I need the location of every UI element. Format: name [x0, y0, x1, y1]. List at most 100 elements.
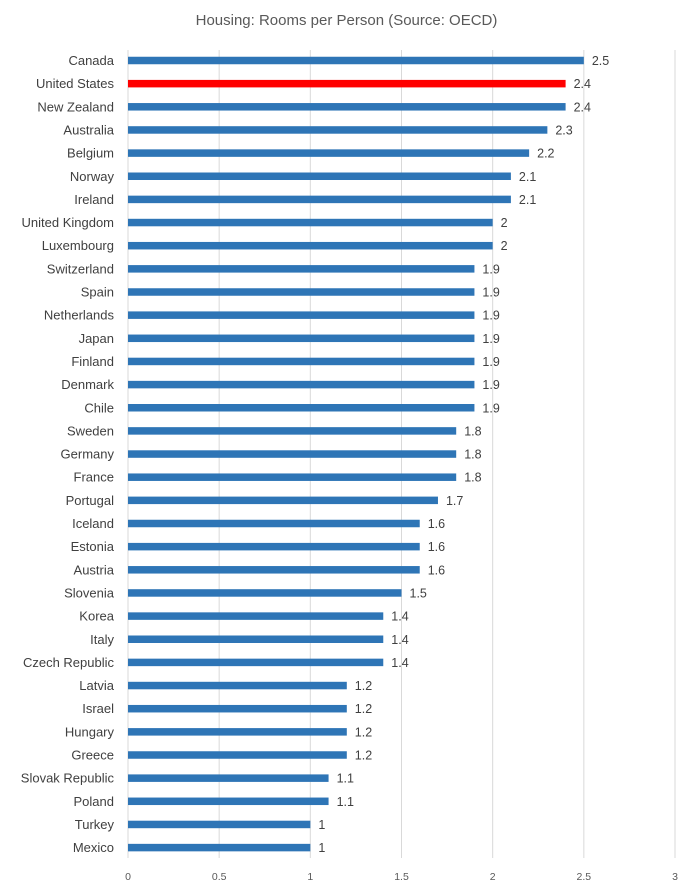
bar — [128, 589, 402, 597]
data-label: 2.3 — [555, 123, 572, 137]
data-label: 1.8 — [464, 424, 481, 438]
data-label: 1.6 — [428, 517, 445, 531]
bar — [128, 635, 384, 643]
category-label: Germany — [61, 447, 115, 462]
bar — [128, 450, 457, 458]
bar — [128, 704, 347, 713]
data-label: 2.5 — [592, 54, 609, 68]
data-label: 1.9 — [482, 332, 499, 346]
bar — [128, 241, 493, 250]
data-label: 1.9 — [482, 401, 499, 415]
data-label: 1.4 — [391, 633, 408, 647]
data-label: 1.4 — [391, 610, 408, 624]
x-tick-label: 0 — [125, 871, 131, 883]
category-label: Portugal — [66, 493, 115, 508]
category-label: Iceland — [72, 516, 114, 531]
bar — [128, 149, 530, 157]
data-label: 1.4 — [391, 656, 408, 670]
x-tick-label: 0.5 — [212, 871, 227, 883]
data-label: 1.9 — [482, 262, 499, 276]
data-label: 1 — [318, 841, 325, 855]
data-label: 1.2 — [355, 725, 372, 739]
bar — [128, 288, 475, 296]
category-label: Israel — [82, 701, 114, 716]
bar — [128, 473, 457, 481]
bar — [128, 311, 475, 319]
bar — [128, 681, 347, 690]
category-label: Belgium — [67, 146, 114, 161]
bar — [128, 519, 420, 528]
data-label: 2 — [501, 239, 508, 253]
category-label: Slovak Republic — [21, 771, 115, 786]
data-label: 1.2 — [355, 679, 372, 693]
x-tick-label: 2 — [490, 871, 496, 883]
category-label: Switzerland — [47, 261, 114, 276]
data-label: 1.9 — [482, 309, 499, 323]
category-label: Netherlands — [44, 308, 115, 323]
category-label: Austria — [74, 562, 115, 577]
bar — [128, 56, 584, 65]
category-label: Estonia — [71, 539, 115, 554]
data-label: 1.9 — [482, 378, 499, 392]
data-label: 1.2 — [355, 702, 372, 716]
x-tick-label: 3 — [672, 871, 678, 883]
data-label: 1.8 — [464, 471, 481, 485]
category-label: Ireland — [74, 192, 114, 207]
bar — [128, 820, 311, 829]
bar — [128, 496, 438, 505]
bar — [128, 797, 329, 806]
bar — [128, 357, 475, 366]
category-label: Poland — [74, 794, 114, 809]
category-label: Spain — [81, 285, 114, 300]
category-label: Italy — [90, 632, 114, 647]
data-label: 1.5 — [410, 586, 427, 600]
bar — [128, 566, 420, 574]
data-label: 1.1 — [337, 795, 354, 809]
data-label: 1.2 — [355, 749, 372, 763]
bar — [128, 172, 511, 180]
bar — [128, 218, 493, 227]
bar — [128, 380, 475, 389]
category-label: France — [74, 470, 114, 485]
category-label: Japan — [79, 331, 114, 346]
data-label: 1.9 — [482, 355, 499, 369]
bar — [128, 126, 548, 134]
x-tick-label: 1 — [307, 871, 313, 883]
data-label: 1.1 — [337, 772, 354, 786]
bar — [128, 265, 475, 273]
bar — [128, 751, 347, 759]
category-label: Chile — [84, 400, 114, 415]
bar — [128, 612, 384, 620]
x-tick-label: 1.5 — [394, 871, 409, 883]
category-label: Sweden — [67, 423, 114, 438]
data-label: 2.4 — [574, 77, 591, 91]
data-label: 1 — [318, 818, 325, 832]
category-label: United States — [36, 76, 115, 91]
category-label: Denmark — [61, 377, 114, 392]
bar — [128, 334, 475, 343]
category-label: New Zealand — [37, 99, 114, 114]
data-label: 2.2 — [537, 147, 554, 161]
data-label: 1.6 — [428, 540, 445, 554]
bar — [128, 658, 384, 667]
data-label: 2.1 — [519, 170, 536, 184]
bar — [128, 774, 329, 782]
bar — [128, 103, 566, 111]
category-label: Finland — [71, 354, 114, 369]
category-label: Australia — [63, 122, 114, 137]
bar — [128, 843, 311, 852]
category-label: Canada — [68, 53, 114, 68]
bar — [128, 79, 566, 88]
category-label: Turkey — [75, 817, 115, 832]
chart-title: Housing: Rooms per Person (Source: OECD) — [195, 12, 498, 29]
category-label: Korea — [79, 609, 114, 624]
category-label: Latvia — [79, 678, 114, 693]
bar — [128, 195, 511, 204]
x-tick-label: 2.5 — [577, 871, 592, 883]
bar — [128, 427, 457, 435]
category-label: United Kingdom — [22, 215, 115, 230]
data-label: 2.1 — [519, 193, 536, 207]
data-label: 2 — [501, 216, 508, 230]
